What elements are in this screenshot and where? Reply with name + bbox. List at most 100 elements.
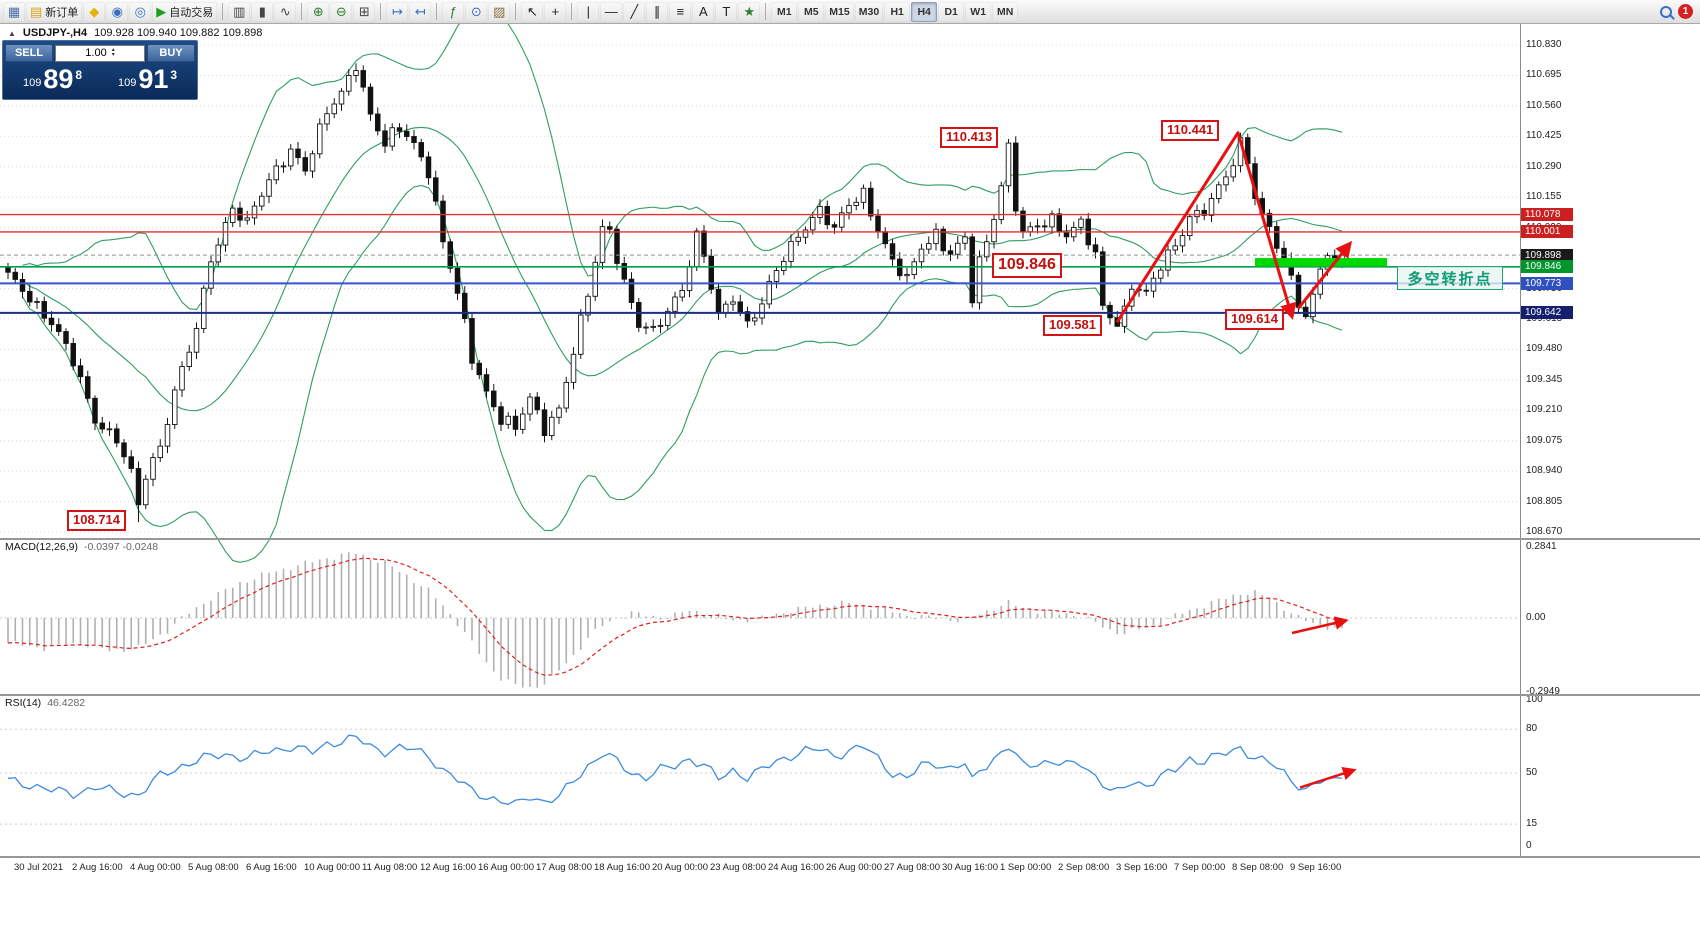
time-label: 27 Aug 08:00: [884, 862, 940, 873]
line-chart-icon[interactable]: ∿: [274, 1, 297, 22]
price-axis-tick: 108.940: [1526, 465, 1563, 477]
chart-shift-icon[interactable]: ↤: [409, 1, 432, 22]
new-order-button[interactable]: ▤ 新订单: [26, 1, 83, 22]
chart-area[interactable]: ▲ USDJPY-,H4 109.928 109.940 109.882 109…: [0, 24, 1700, 946]
timeframe-w1[interactable]: W1: [965, 1, 992, 22]
arrows-tool-icon[interactable]: ★: [738, 1, 761, 22]
search-icon[interactable]: [1660, 5, 1672, 18]
price-axis-tick: 110.290: [1526, 160, 1562, 172]
price-annotation[interactable]: 109.614: [1225, 309, 1284, 330]
panel-separator[interactable]: [0, 538, 1700, 540]
trend-arrows[interactable]: [1115, 131, 1357, 789]
toolbar-separator: [222, 3, 224, 20]
fibonacci-icon[interactable]: ≡: [669, 1, 692, 22]
zoom-in-icon[interactable]: ⊕: [307, 1, 330, 22]
timeframe-d1[interactable]: D1: [938, 1, 965, 22]
vertical-line-icon[interactable]: |: [577, 1, 600, 22]
price-annotation[interactable]: 109.846: [992, 253, 1062, 278]
rsi-title: RSI(14): [5, 697, 42, 709]
trendline-icon[interactable]: ╱: [623, 1, 646, 22]
price-axis-tick: 108.670: [1526, 526, 1563, 537]
timeframe-m5[interactable]: M5: [798, 1, 825, 22]
auto-scroll-icon: ↦: [391, 3, 403, 19]
time-label: 23 Aug 08:00: [710, 862, 766, 873]
time-label: 1 Sep 00:00: [1000, 862, 1052, 873]
macd-axis-tick: 0.00: [1526, 612, 1546, 623]
macd-indicator-label: MACD(12,26,9) -0.0397 -0.0248: [3, 541, 161, 553]
price-axis-tick: 109.345: [1526, 373, 1563, 385]
templates-icon[interactable]: ▨: [488, 1, 511, 22]
price-axis-tag: 110.078: [1521, 208, 1573, 222]
tile-windows-icon[interactable]: ⊞: [353, 1, 376, 22]
timeframe-m1[interactable]: M1: [771, 1, 798, 22]
bar-chart-icon[interactable]: ▥: [228, 1, 251, 22]
macd-histogram: [7, 552, 1343, 688]
toolbar-separator: [301, 3, 303, 20]
timeframe-mn-label: MN: [997, 5, 1014, 18]
signals-icon[interactable]: ◎: [129, 1, 152, 22]
spinner-down-icon[interactable]: ▾: [111, 52, 115, 58]
sell-button[interactable]: SELL: [5, 44, 53, 62]
sell-price: 109 89 8: [5, 66, 100, 96]
panel-separator: [0, 856, 1700, 858]
price-annotation[interactable]: 110.413: [940, 127, 999, 148]
horizontal-line-icon[interactable]: —: [600, 1, 623, 22]
label-icon[interactable]: T: [715, 1, 738, 22]
buy-price-pip: 3: [170, 68, 178, 82]
metaeditor-icon[interactable]: ◆: [83, 1, 106, 22]
note-annotation[interactable]: 多空转折点: [1397, 266, 1503, 290]
panel-separator[interactable]: [0, 694, 1700, 696]
sell-price-pip: 8: [75, 68, 83, 82]
time-label: 7 Sep 00:00: [1174, 862, 1226, 873]
timeframe-m30[interactable]: M30: [854, 1, 884, 22]
price-annotation[interactable]: 109.581: [1043, 315, 1102, 336]
timeframe-h1[interactable]: H1: [884, 1, 911, 22]
indicators-icon[interactable]: ƒ: [442, 1, 465, 22]
time-label: 9 Sep 16:00: [1290, 862, 1342, 873]
new-chart-icon[interactable]: ▦: [3, 1, 25, 22]
time-label: 17 Aug 08:00: [536, 862, 592, 873]
price-annotation[interactable]: 110.441: [1161, 120, 1220, 141]
text-icon: A: [698, 4, 708, 19]
spinner-up-icon[interactable]: ▴: [111, 47, 115, 53]
text-icon[interactable]: A: [692, 1, 715, 22]
autotrading-button[interactable]: ▶ 自动交易: [152, 1, 218, 22]
buy-price-main: 91: [138, 64, 169, 94]
zigzag-trend-line: [1115, 131, 1297, 324]
periods-icon[interactable]: ⊙: [465, 1, 488, 22]
volume-input[interactable]: 1.00 ▴ ▾: [55, 44, 145, 62]
buy-button[interactable]: BUY: [147, 44, 195, 62]
line-chart-icon: ∿: [279, 3, 291, 19]
time-label: 30 Aug 16:00: [942, 862, 998, 873]
trendline-icon: ╱: [630, 3, 639, 19]
toolbar-separator: [571, 3, 573, 20]
timeframe-h4[interactable]: H4: [911, 1, 938, 22]
notification-badge[interactable]: 1: [1678, 4, 1693, 19]
tile-windows-icon: ⊞: [358, 3, 370, 19]
zoom-out-icon[interactable]: ⊖: [330, 1, 353, 22]
volume-spinner[interactable]: ▴ ▾: [111, 47, 115, 58]
horizontal-line-icon: —: [604, 4, 618, 19]
timeframe-mn[interactable]: MN: [992, 1, 1019, 22]
crosshair-icon[interactable]: +: [544, 1, 567, 22]
symbol-ohlc-line: ▲ USDJPY-,H4 109.928 109.940 109.882 109…: [8, 27, 262, 39]
candlestick-chart-icon[interactable]: ▮: [251, 1, 274, 22]
macd-title: MACD(12,26,9): [5, 541, 78, 553]
signals-icon: ◎: [134, 3, 146, 19]
channel-icon[interactable]: ∥: [646, 1, 669, 22]
auto-scroll-icon[interactable]: ↦: [386, 1, 409, 22]
price-axis-tag: 109.642: [1521, 306, 1573, 320]
price-axis-tick: 110.695: [1526, 69, 1562, 81]
rsi-value: 46.4282: [47, 697, 86, 709]
sell-price-main: 89: [43, 64, 74, 94]
support-zone-rectangle[interactable]: [1255, 258, 1387, 267]
price-axis-tick: 108.805: [1526, 495, 1563, 507]
price-annotation[interactable]: 108.714: [67, 510, 126, 531]
cursor-icon[interactable]: ↖: [521, 1, 544, 22]
chart-canvas[interactable]: [0, 24, 1520, 858]
timeframe-m15[interactable]: M15: [825, 1, 854, 22]
market-icon[interactable]: ◉: [106, 1, 129, 22]
rsi-arrow: [1299, 766, 1357, 789]
periods-icon: ⊙: [470, 3, 482, 19]
